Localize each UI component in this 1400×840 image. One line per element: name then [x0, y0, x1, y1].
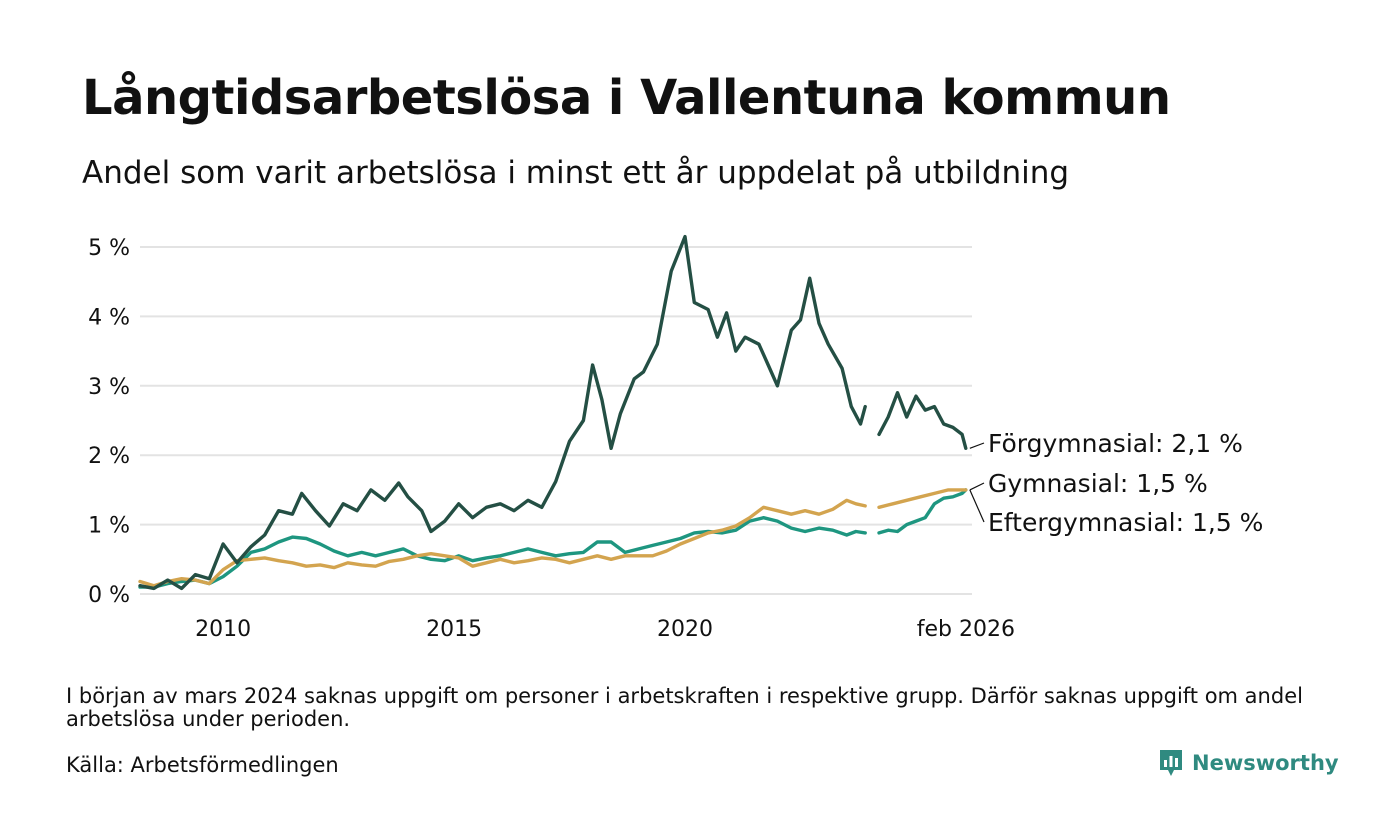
chart-title: Långtidsarbetslösa i Vallentuna kommun [82, 70, 1171, 126]
y-tick-label: 1 % [88, 514, 130, 539]
series-line-gymnasial-0 [138, 498, 867, 588]
brand-name: Newsworthy [1192, 751, 1339, 775]
series-line-förgymnasial-1 [877, 391, 968, 450]
x-axis-ticks: 2010 2015 2020 feb 2026 [195, 617, 1015, 642]
series-line-eftergymnasial-1 [877, 488, 968, 535]
series-line-förgymnasial-0 [138, 234, 867, 591]
series-end-label: Gymnasial: 1,5 % [988, 469, 1208, 498]
x-tick-label: 2020 [657, 617, 713, 642]
series-lines [138, 234, 968, 591]
y-axis-ticks: 0 % 1 % 2 % 3 % 4 % 5 % [88, 236, 130, 608]
leader-line [969, 442, 985, 449]
y-tick-label: 4 % [88, 305, 130, 330]
gridlines [140, 246, 972, 595]
newsworthy-logo[interactable]: Newsworthy [1158, 748, 1339, 778]
leader-line [969, 482, 985, 491]
y-tick-label: 2 % [88, 444, 130, 469]
source-credit: Källa: Arbetsförmedlingen [66, 753, 339, 777]
bar-chart-speech-icon [1160, 750, 1182, 776]
x-tick-label: feb 2026 [917, 617, 1015, 642]
x-tick-label: 2010 [195, 617, 251, 642]
y-tick-label: 3 % [88, 375, 130, 400]
y-tick-label: 0 % [88, 583, 130, 608]
series-end-label: Eftergymnasial: 1,5 % [988, 508, 1263, 537]
series-line-gymnasial-1 [877, 488, 968, 509]
leader-line [969, 489, 985, 523]
series-end-labels: Förgymnasial: 2,1 % Gymnasial: 1,5 % Efter… [969, 429, 1263, 537]
x-tick-label: 2015 [426, 617, 482, 642]
series-end-label: Förgymnasial: 2,1 % [988, 429, 1243, 458]
y-tick-label: 5 % [88, 236, 130, 261]
line-chart: 0 %1 %2 %3 %4 %5 % 2010 2015 2020 feb 2026 … [88, 234, 1263, 642]
footnote: I början av mars 2024 saknas uppgift om … [66, 684, 1303, 731]
series-line-eftergymnasial-0 [138, 516, 867, 589]
chart-subtitle: Andel som varit arbetslösa i minst ett å… [82, 155, 1070, 191]
